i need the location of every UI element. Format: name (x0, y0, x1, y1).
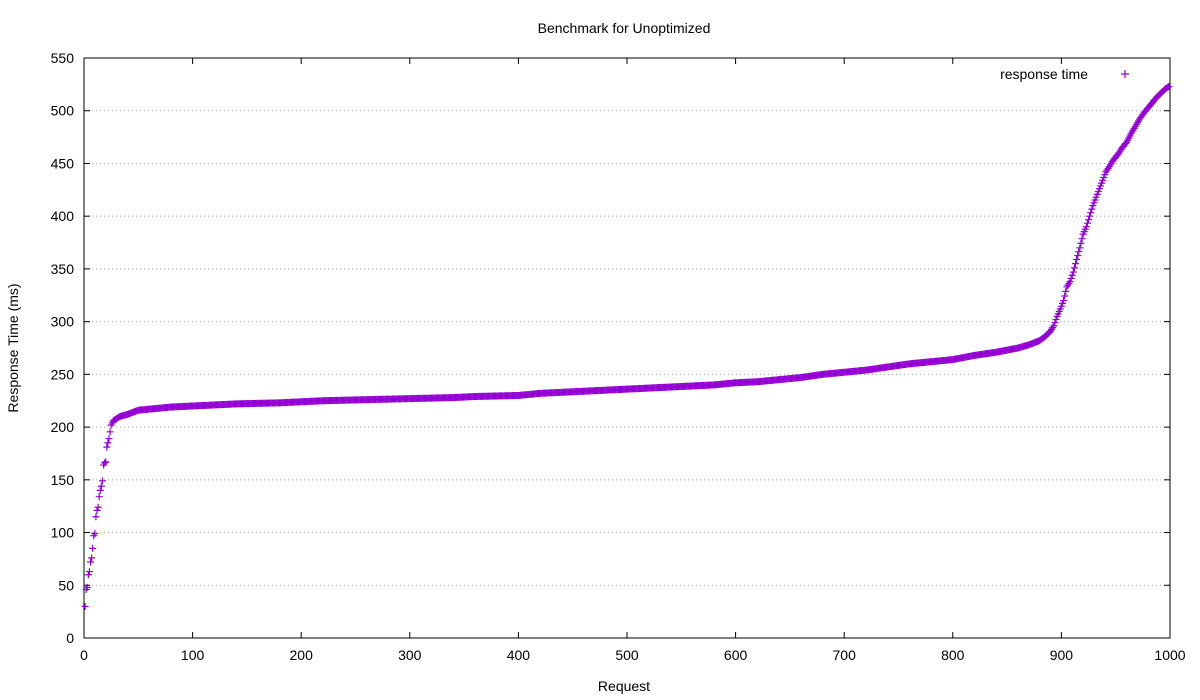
y-tick-label: 0 (66, 630, 74, 646)
chart-title: Benchmark for Unoptimized (538, 20, 711, 36)
data-point (94, 503, 102, 511)
data-point-interpolated (1104, 164, 1112, 172)
data-point-interpolated (1062, 287, 1070, 295)
data-point (95, 493, 103, 501)
data-point (98, 477, 106, 485)
data-point-interpolated (1087, 209, 1095, 217)
data-point-interpolated (1058, 299, 1066, 307)
data-point-interpolated (1164, 83, 1172, 91)
data-point (85, 568, 93, 576)
data-point (104, 439, 112, 447)
axis-ticks: 0 50 100 150 200 250 300 350 400 450 500 550 0 100 200… (51, 50, 1186, 663)
legend-label: response time (1000, 66, 1088, 82)
x-tick-label: 0 (80, 647, 88, 663)
data-point (84, 571, 92, 579)
data-point-interpolated (1052, 316, 1060, 324)
data-point (1069, 268, 1077, 276)
legend: response time (1000, 66, 1129, 82)
y-tick-label: 200 (51, 419, 75, 435)
data-point-interpolated (1085, 216, 1093, 224)
data-point-interpolated (1067, 274, 1075, 282)
data-point-interpolated (1075, 248, 1083, 256)
data-point (105, 435, 113, 443)
data-point-interpolated (1077, 239, 1085, 247)
data-point-interpolated (1068, 271, 1076, 279)
data-point-interpolated (1163, 84, 1171, 92)
data-point (83, 583, 91, 591)
data-point-interpolated (1074, 252, 1082, 260)
y-tick-label: 300 (51, 314, 75, 330)
data-point-interpolated (1142, 106, 1150, 114)
y-tick-label: 450 (51, 155, 75, 171)
data-point-interpolated (1049, 324, 1057, 332)
data-point (87, 558, 95, 566)
y-tick-label: 500 (51, 103, 75, 119)
data-point (1076, 244, 1084, 252)
data-point-interpolated (1146, 101, 1154, 109)
data-point-interpolated (1130, 124, 1138, 132)
data-point (96, 486, 104, 494)
x-tick-label: 400 (507, 647, 531, 663)
data-point (93, 506, 101, 514)
y-tick-label: 550 (51, 50, 75, 66)
data-point-interpolated (1101, 171, 1109, 179)
y-tick-label: 50 (58, 577, 74, 593)
data-point-interpolated (1113, 152, 1121, 160)
y-tick-label: 100 (51, 525, 75, 541)
x-tick-label: 1000 (1154, 647, 1185, 663)
data-point (97, 482, 105, 490)
data-point-interpolated (1070, 264, 1078, 272)
data-point-interpolated (1126, 132, 1134, 140)
data-point-interpolated (1120, 141, 1128, 149)
data-point (102, 458, 110, 466)
x-tick-label: 500 (615, 647, 639, 663)
x-tick-label: 700 (833, 647, 857, 663)
data-point-interpolated (1081, 225, 1089, 233)
data-point-interpolated (1044, 329, 1052, 337)
data-point (103, 443, 111, 451)
data-point (92, 513, 100, 521)
x-tick-label: 100 (181, 647, 205, 663)
x-tick-label: 600 (724, 647, 748, 663)
data-point (101, 459, 109, 467)
data-point-interpolated (1055, 307, 1063, 315)
y-tick-label: 350 (51, 261, 75, 277)
data-point (91, 530, 99, 538)
legend-marker-icon (1121, 70, 1129, 78)
data-point-interpolated (1088, 205, 1096, 213)
data-point (1086, 212, 1094, 220)
data-point (81, 602, 89, 610)
y-tick-label: 400 (51, 208, 75, 224)
data-point-interpolated (1138, 112, 1146, 120)
data-point-interpolated (1091, 196, 1099, 204)
data-point-interpolated (1061, 292, 1069, 300)
x-tick-label: 300 (398, 647, 422, 663)
data-point-interpolated (1094, 188, 1102, 196)
data-point-interpolated (1083, 219, 1091, 227)
data-point-interpolated (1065, 279, 1073, 287)
data-point (88, 554, 96, 562)
data-point (1073, 255, 1081, 263)
data-point-interpolated (1072, 260, 1080, 268)
y-tick-label: 250 (51, 366, 75, 382)
data-point (89, 544, 97, 552)
data-point-interpolated (1155, 91, 1163, 99)
data-point-interpolated (1078, 235, 1086, 243)
data-series (81, 82, 1173, 610)
grid (84, 110, 1170, 586)
data-point-interpolated (1051, 319, 1059, 327)
x-axis-label: Request (598, 678, 650, 694)
legend-plus-icon (1121, 70, 1129, 78)
x-tick-label: 800 (941, 647, 965, 663)
y-axis-label: Response Time (ms) (5, 283, 21, 412)
data-point-interpolated (106, 428, 114, 436)
y-tick-label: 150 (51, 472, 75, 488)
data-point-interpolated (1151, 96, 1159, 104)
x-tick-label: 900 (1050, 647, 1074, 663)
data-point-interpolated (1098, 179, 1106, 187)
x-tick-label: 200 (290, 647, 314, 663)
data-point-interpolated (1110, 156, 1118, 164)
